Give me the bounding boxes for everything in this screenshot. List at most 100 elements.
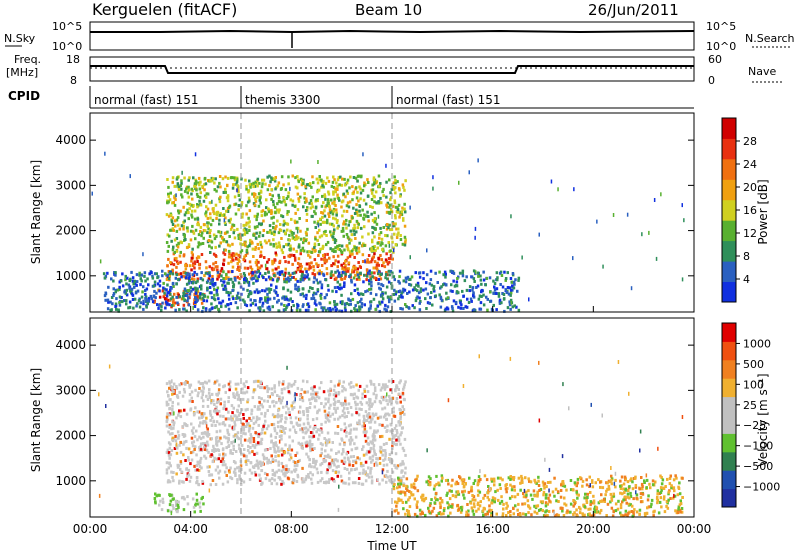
cell-1-0-1240 [320, 462, 324, 465]
cell-0-3-1053 [311, 287, 314, 290]
cell-0-3-1009 [187, 289, 190, 292]
cell-1-0-857 [370, 475, 374, 479]
cell-1-0-1401 [293, 468, 296, 472]
cell-0-2-687 [367, 232, 370, 236]
cell-1-0-590 [192, 440, 196, 444]
cell-0-3-61 [150, 297, 154, 301]
cell-0-2-833 [183, 219, 186, 223]
cell-1-0-1454 [201, 393, 204, 397]
cell-1-0-910 [273, 390, 277, 394]
cell-0-0-23 [177, 295, 180, 299]
cell-0-2-945 [342, 209, 346, 213]
cell-0-3-881 [410, 275, 414, 279]
cell-0-2-493 [261, 182, 264, 186]
cell-0-3-904 [287, 302, 290, 306]
cell-1-2-383 [514, 504, 517, 508]
cell-0-2-98 [332, 237, 335, 241]
cell-1-0-1009 [325, 480, 328, 484]
cell-1-0-863 [285, 467, 288, 471]
cell-0-3-749 [134, 291, 138, 295]
cell-0-3-894 [398, 269, 402, 273]
cell-0-2-949 [404, 179, 407, 183]
cell-0-2-806 [177, 241, 180, 245]
cell-1-1-35 [175, 500, 178, 504]
cell-1-0-143 [333, 384, 337, 388]
cell-1-0-935 [217, 409, 221, 413]
cell-0-2-895 [224, 223, 227, 226]
cell-1-0-1118 [259, 403, 262, 407]
cell-0-2-1128 [171, 216, 175, 220]
cell-0-3-277 [350, 278, 353, 282]
cell-0-2-962 [331, 222, 334, 226]
cell-0-1-289 [316, 271, 320, 275]
cell-0-2-295 [214, 177, 217, 181]
cell-1-0-1085 [380, 446, 383, 450]
cell-0-3-566 [329, 308, 332, 312]
cell-0-2-819 [341, 199, 345, 203]
cell-0-3-997 [125, 288, 129, 292]
cell-0-2-19 [332, 249, 336, 253]
cell-1-0-1445 [177, 434, 181, 438]
cell-0-2-954 [343, 183, 347, 187]
cell-0-2-513 [287, 210, 290, 214]
cell-0-2-1079 [394, 222, 397, 226]
cell-1-2-313 [544, 510, 547, 514]
cell-0-2-450 [302, 249, 306, 253]
cell-1-0-1102 [190, 429, 194, 433]
cell-0-2-966 [176, 176, 179, 180]
cell-0-3-790 [403, 288, 407, 292]
cell-1-0-925 [374, 413, 378, 417]
cell-0-3-438 [471, 309, 475, 313]
cell-0-2-455 [199, 180, 202, 184]
cell-1-0-372 [280, 388, 284, 391]
cell-0-2-889 [247, 196, 251, 200]
cell-1-2-477 [561, 484, 565, 488]
cell-1-2-587 [599, 480, 602, 484]
cell-0-2-1130 [254, 197, 257, 201]
cell-0-2-1119 [388, 223, 391, 227]
cell-0-2-984 [234, 212, 238, 216]
cell-0-3-826 [340, 274, 343, 277]
cell-0-2-1068 [369, 205, 372, 208]
cell-1-0-825 [191, 441, 194, 445]
cell-0-2-153 [388, 178, 391, 182]
cell-1-0-219 [213, 403, 216, 406]
cell-0-3-822 [428, 301, 431, 305]
cell-1-0-1193 [348, 471, 351, 475]
cell-0-1-126 [370, 260, 373, 264]
cell-0-3-564 [264, 296, 267, 300]
cell-1-0-57 [259, 432, 262, 436]
cell-1-0-741 [201, 442, 205, 446]
cell-0-3-583 [224, 286, 227, 290]
cell-1-0-743 [363, 417, 366, 421]
cell-1-0-1022 [374, 396, 378, 400]
cell-1-0-712 [236, 481, 239, 485]
cell-0-2-848 [222, 238, 226, 242]
cell-1-0-1129 [333, 403, 336, 407]
cell-0-3-4 [283, 297, 287, 301]
cell-1-0-1198 [351, 438, 354, 442]
noise-left-label: N.Sky [4, 32, 36, 45]
cell-1-2-204 [490, 512, 493, 516]
cell-1-0-398 [199, 437, 203, 441]
sparse-cell-0-3 [296, 229, 299, 234]
cell-0-2-926 [253, 194, 256, 198]
cell-0-2-807 [247, 221, 250, 225]
cell-0-3-328 [398, 281, 401, 285]
cell-1-2-490 [513, 485, 516, 489]
cell-1-0-1194 [289, 416, 292, 420]
cell-1-0-1001 [244, 460, 248, 464]
cell-0-2-1093 [326, 218, 329, 222]
cell-1-2-536 [579, 507, 582, 511]
cell-1-0-265 [399, 415, 402, 419]
cell-0-1-304 [287, 254, 290, 258]
cell-1-0-496 [309, 446, 312, 450]
cell-1-0-1466 [299, 417, 302, 421]
cell-0-3-208 [244, 303, 247, 306]
cell-0-3-641 [455, 283, 458, 287]
cell-0-2-42 [272, 203, 275, 207]
cell-1-0-811 [167, 430, 170, 434]
cell-0-2-279 [249, 242, 252, 246]
cell-1-2-155 [397, 478, 400, 482]
